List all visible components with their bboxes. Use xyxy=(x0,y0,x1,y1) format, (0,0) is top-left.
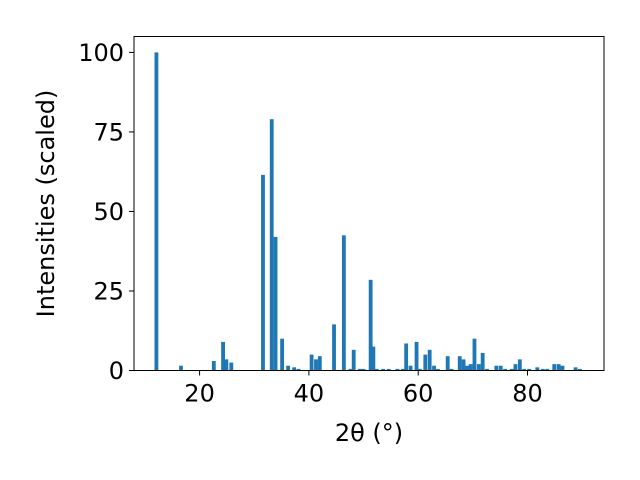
bar-62 xyxy=(578,368,582,371)
bar-5 xyxy=(229,362,234,371)
bar-56 xyxy=(540,368,545,371)
bar-44 xyxy=(476,364,481,371)
bar-10 xyxy=(286,365,291,371)
x-axis-ticks: 20 40 60 80 xyxy=(184,370,543,408)
bar-46 xyxy=(485,368,489,371)
bar-27 xyxy=(395,368,400,371)
bar-54 xyxy=(527,368,532,371)
x-tick-label-60: 60 xyxy=(403,380,434,408)
bar-7 xyxy=(269,119,274,371)
y-tick-label-75: 75 xyxy=(93,118,124,146)
bar-58 xyxy=(552,364,557,371)
bar-23 xyxy=(371,346,376,371)
bar-28 xyxy=(400,368,405,371)
bar-39 xyxy=(457,356,462,371)
bar-42 xyxy=(468,364,473,371)
x-axis-label: 2θ (°) xyxy=(335,419,403,447)
bars-group xyxy=(154,52,582,371)
bar-16 xyxy=(332,324,336,371)
bar-19 xyxy=(351,349,356,371)
bar-60 xyxy=(560,365,565,371)
bar-48 xyxy=(498,365,503,371)
bar-2 xyxy=(211,360,216,371)
bar-38 xyxy=(449,368,454,371)
bar-36 xyxy=(435,368,440,371)
bar-11 xyxy=(292,367,297,371)
bar-33 xyxy=(423,354,428,371)
y-axis-label: Intensities (scaled) xyxy=(32,90,60,318)
y-tick-label-100: 100 xyxy=(78,39,124,67)
bar-51 xyxy=(513,364,518,371)
y-tick-label-0: 0 xyxy=(109,357,124,385)
bar-30 xyxy=(408,365,413,371)
bar-61 xyxy=(573,367,578,371)
bar-40 xyxy=(461,359,466,371)
bar-6 xyxy=(261,174,265,371)
bar-59 xyxy=(556,364,561,371)
bar-49 xyxy=(503,368,507,371)
y-tick-label-25: 25 xyxy=(93,277,124,305)
y-tick-label-50: 50 xyxy=(93,198,124,226)
bar-29 xyxy=(404,343,409,371)
plot-frame xyxy=(133,36,605,371)
bar-24 xyxy=(374,368,379,371)
bar-32 xyxy=(417,368,422,371)
bar-0 xyxy=(154,52,159,371)
bar-43 xyxy=(472,338,477,371)
bar-37 xyxy=(445,356,450,371)
bar-15 xyxy=(317,356,322,371)
bar-4 xyxy=(224,359,229,371)
bar-41 xyxy=(465,365,470,371)
y-axis-ticks: 0 25 50 75 100 xyxy=(78,39,134,385)
x-tick-label-20: 20 xyxy=(184,380,215,408)
bar-21 xyxy=(361,368,366,371)
x-tick-label-40: 40 xyxy=(294,380,325,408)
bar-22 xyxy=(368,279,373,371)
bar-18 xyxy=(348,368,353,371)
bar-17 xyxy=(341,235,346,371)
bar-9 xyxy=(280,338,285,371)
bar-26 xyxy=(386,368,391,371)
bar-50 xyxy=(509,368,514,371)
bar-20 xyxy=(357,368,362,371)
bar-31 xyxy=(414,341,419,371)
bar-34 xyxy=(427,349,432,371)
bar-45 xyxy=(480,353,485,371)
bar-52 xyxy=(517,359,522,371)
bar-12 xyxy=(296,368,301,371)
bar-13 xyxy=(309,354,314,371)
bar-14 xyxy=(314,359,318,371)
bar-57 xyxy=(545,368,550,371)
bar-35 xyxy=(432,365,436,371)
bar-47 xyxy=(494,365,499,371)
bar-3 xyxy=(221,341,225,371)
bar-1 xyxy=(179,365,183,371)
bar-53 xyxy=(522,368,527,371)
bar-25 xyxy=(381,368,386,371)
bar-8 xyxy=(273,236,278,371)
x-tick-label-80: 80 xyxy=(512,380,543,408)
bar-55 xyxy=(535,367,540,371)
